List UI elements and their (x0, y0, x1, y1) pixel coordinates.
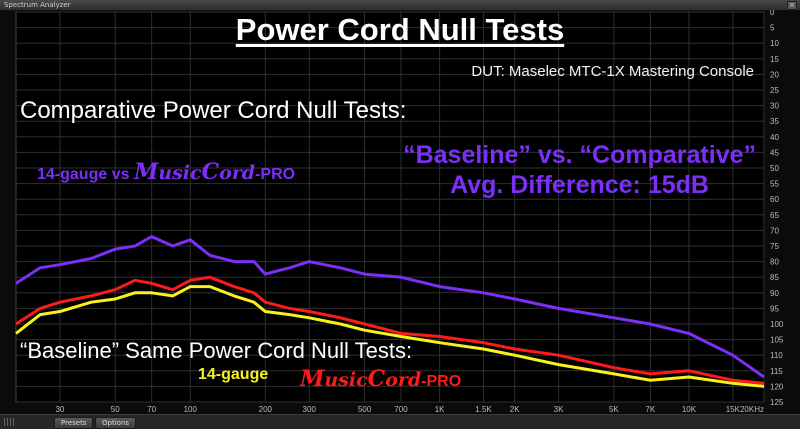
y-tick-label: 70 (770, 226, 779, 235)
x-tick-label: 200 (259, 405, 273, 414)
y-tick-label: 85 (770, 273, 779, 282)
y-tick-label: 95 (770, 304, 779, 313)
y-tick-label: 20 (770, 70, 779, 79)
y-tick-label: 60 (770, 195, 779, 204)
callout-line-2: Avg. Difference: 15dB (450, 171, 709, 199)
y-tick-label: 0 (770, 10, 775, 17)
x-tick-label: 15K (726, 405, 741, 414)
y-tick-label: 105 (770, 336, 784, 345)
y-tick-label: 125 (770, 398, 784, 407)
y-tick-label: 30 (770, 102, 779, 111)
difference-callout: “Baseline” vs. “Comparative” Avg. Differ… (403, 140, 756, 200)
x-tick-label: 50 (111, 405, 120, 414)
x-tick-label: 20KHz (740, 405, 764, 414)
y-tick-label: 110 (770, 351, 783, 360)
y-tick-label: 10 (770, 39, 779, 48)
y-tick-label: 80 (770, 258, 779, 267)
y-tick-label: 115 (770, 367, 783, 376)
y-tick-label: 5 (770, 24, 775, 33)
spectrum-chart: 0 5 10 15 20 25 30 35 40 45 50 55 60 65 70 75 80 85 90 95 10… (15, 10, 784, 414)
y-tick-label: 15 (770, 55, 779, 64)
x-tick-label: 2K (510, 405, 520, 414)
presets-button[interactable]: Presets (54, 417, 94, 429)
series-line (15, 285, 765, 388)
y-tick-label: 75 (770, 242, 779, 251)
window-title: Spectrum Analyzer (4, 1, 71, 9)
y-tick-label: 50 (770, 164, 779, 173)
plot-area (15, 11, 765, 403)
title-bar[interactable]: Spectrum Analyzer × (0, 0, 800, 11)
y-tick-label: 45 (770, 148, 779, 157)
x-tick-label: 100 (184, 405, 198, 414)
x-tick-label: 30 (55, 405, 64, 414)
x-tick-label: 10K (682, 405, 697, 414)
x-tick-label: 3K (554, 405, 564, 414)
series-line (15, 275, 765, 385)
x-tick-label: 1.5K (475, 405, 492, 414)
baseline-heading: “Baseline” Same Power Cord Null Tests: (20, 338, 413, 363)
options-button[interactable]: Options (95, 417, 137, 429)
y-tick-label: 25 (770, 86, 779, 95)
dut-label: DUT: Maselec MTC-1X Mastering Console (471, 63, 754, 80)
y-tick-label: 55 (770, 180, 779, 189)
y-tick-label: 120 (770, 382, 784, 391)
close-icon[interactable]: × (787, 1, 797, 10)
bottom-toolbar: Presets Options (0, 414, 800, 429)
x-tick-label: 70 (147, 405, 156, 414)
legend-brand-suffix: -PRO (421, 373, 462, 390)
page-title: Power Cord Null Tests (235, 12, 565, 47)
legend-musiccord-pro: MusicCord-PRO (300, 366, 461, 392)
comparative-subtitle: 14-gauge vs MusicCord-PRO (37, 159, 295, 185)
callout-line-1: “Baseline” vs. “Comparative” (403, 141, 756, 169)
y-tick-label: 90 (770, 289, 779, 298)
y-tick-label: 35 (770, 117, 779, 126)
resize-grip-icon[interactable] (4, 418, 14, 426)
x-tick-label: 300 (303, 405, 317, 414)
x-tick-label: 1K (435, 405, 445, 414)
y-tick-label: 65 (770, 211, 779, 220)
x-tick-label: 500 (358, 405, 372, 414)
x-tick-label: 7K (645, 405, 655, 414)
legend-14-gauge: 14-gauge (198, 366, 269, 383)
comparative-heading: Comparative Power Cord Null Tests: (20, 97, 407, 124)
series-line (15, 235, 765, 379)
y-tick-label: 40 (770, 133, 779, 142)
comparative-brand-suffix: -PRO (255, 166, 296, 183)
musiccord-logo: MusicCord (133, 159, 256, 185)
x-tick-label: 700 (394, 405, 408, 414)
musiccord-logo-red: MusicCord (300, 366, 422, 392)
y-tick-label: 100 (770, 320, 784, 329)
comparative-sub-prefix: 14-gauge vs (37, 166, 134, 183)
x-tick-label: 5K (609, 405, 619, 414)
